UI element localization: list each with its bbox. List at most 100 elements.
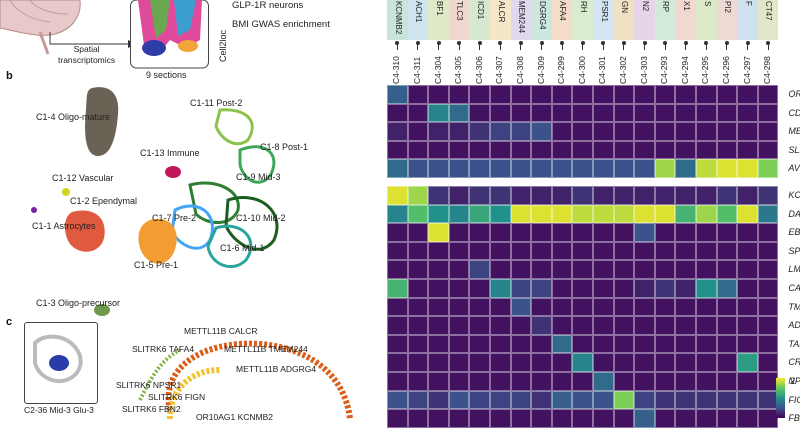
column-tick	[541, 44, 542, 50]
block1-cell	[696, 122, 717, 141]
label-astrocytes: C1-1 Astrocytes	[32, 221, 96, 231]
block2-cell	[737, 409, 758, 428]
column-name: C4-294	[679, 56, 690, 84]
block2-cell	[551, 279, 573, 298]
block2-cell	[696, 223, 717, 242]
block1-cell	[696, 103, 717, 123]
column-tick	[664, 44, 666, 50]
column-name: C4-293	[659, 56, 670, 84]
column-gene-strip	[675, 0, 696, 40]
block2-cell	[675, 390, 696, 410]
block2-cell	[613, 279, 635, 298]
block1-cell	[634, 140, 655, 160]
block1-cell	[531, 122, 552, 141]
block2-cell	[593, 353, 614, 372]
block2-cell	[716, 186, 738, 205]
row-gene-label: CALCR	[788, 283, 800, 293]
block2-cell	[696, 372, 717, 391]
label-post-1: C1-8 Post-1	[260, 142, 309, 152]
block2-cell	[407, 260, 429, 279]
block2-cell	[696, 279, 717, 298]
column-tick	[747, 44, 748, 50]
block2-cell	[387, 409, 408, 428]
block1-cell	[572, 103, 593, 123]
row-gene-label: SPTLC3	[788, 245, 800, 256]
block2-cell	[387, 372, 408, 391]
column-dot	[477, 41, 482, 45]
column-name: C4-298	[762, 56, 773, 84]
block2-cell	[572, 204, 593, 224]
block2-cell	[469, 390, 490, 410]
block2-cell	[407, 372, 429, 391]
block2-cell	[448, 279, 470, 298]
column-gene-label: ICD1	[476, 1, 485, 20]
block2-cell	[407, 390, 429, 410]
block2-cell	[510, 334, 532, 354]
block2-cell	[613, 372, 635, 391]
label-oligo-mature: C1-4 Oligo-mature	[36, 112, 111, 122]
block2-cell	[407, 297, 429, 317]
block2-cell	[716, 279, 738, 298]
column-name: C4-307	[494, 56, 505, 84]
inset-label: C2-36 Mid-3 Glu-3	[24, 405, 94, 415]
block2-cell	[510, 372, 532, 391]
block2-cell	[551, 297, 573, 317]
cluster-post-1	[238, 145, 276, 184]
block2-cell	[551, 409, 573, 428]
block2-cell	[469, 204, 490, 224]
column-gene-strip	[407, 0, 429, 40]
block1-cell	[448, 122, 470, 141]
block1-cell	[654, 85, 676, 104]
block1-cell	[469, 140, 490, 160]
block1-cell	[407, 140, 429, 160]
column-gene-label: CT47	[764, 1, 774, 21]
column-tick	[705, 44, 707, 50]
block2-cell	[407, 241, 429, 261]
block2-cell	[675, 353, 696, 372]
block2-cell	[613, 260, 635, 279]
block2-cell	[675, 186, 696, 205]
block1-cell	[428, 140, 449, 160]
block2-cell	[531, 204, 552, 224]
block2-cell	[469, 372, 490, 391]
block1-cell	[531, 140, 552, 160]
panel-c-letter: c	[6, 316, 13, 328]
block2-cell	[531, 409, 552, 428]
block2-cell	[387, 279, 408, 298]
row-gene-label: METTL11B	[788, 126, 800, 137]
block2-cell	[490, 241, 511, 261]
column-dot	[580, 41, 585, 45]
block1-cell	[387, 159, 408, 178]
label-mid-2: C1-10 Mid-2	[236, 213, 286, 223]
column-gene-label: GN	[620, 1, 630, 13]
block2-cell	[551, 316, 573, 335]
block2-cell	[634, 409, 655, 428]
cluster-oligo-mature	[85, 87, 119, 156]
column-gene-strip	[490, 0, 511, 40]
column-name: C4-310	[391, 56, 402, 84]
block2-cell	[572, 390, 593, 410]
block1-cell	[654, 122, 676, 141]
column-gene-strip	[593, 0, 614, 40]
block2-cell	[737, 297, 758, 317]
column-tick	[644, 44, 645, 50]
block2-cell	[675, 372, 696, 391]
block2-cell	[387, 241, 408, 261]
block2-cell	[675, 223, 696, 242]
cluster-mid-1	[206, 224, 253, 268]
row-gene-label: DACH1	[788, 208, 800, 219]
label-npsr1: SLITRK6 NPSR1	[116, 380, 182, 390]
block2-cell	[613, 297, 635, 317]
block2-cell	[469, 241, 490, 261]
panel-b-letter: b	[6, 70, 13, 82]
block2-cell	[654, 279, 676, 298]
block2-cell	[469, 297, 490, 317]
column-gene-strip	[531, 0, 552, 40]
block1-cell	[675, 140, 696, 160]
block1-cell	[572, 159, 593, 178]
column-name: C4-299	[556, 56, 567, 84]
block2-cell	[469, 353, 490, 372]
column-name: C4-311	[411, 56, 422, 84]
column-dot	[560, 41, 565, 45]
block2-cell	[675, 409, 696, 428]
